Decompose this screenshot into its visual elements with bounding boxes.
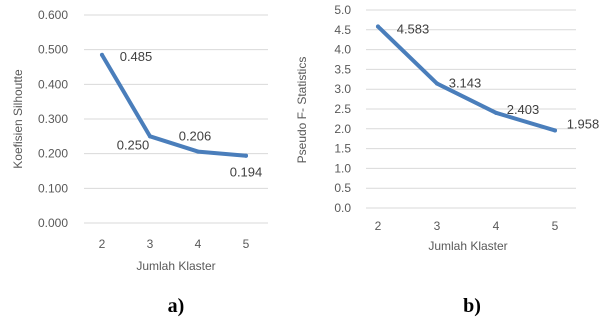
y-tick-label: 3.0 [334,82,351,96]
y-axis-title: Pseudo F- Statistics [295,57,309,164]
data-label: 0.485 [120,49,153,64]
data-label: 4.583 [397,22,430,37]
x-tick-label: 5 [243,237,250,251]
y-tick-label: 0.5 [334,181,351,195]
y-tick-label: 0.000 [38,216,68,230]
y-tick-label: 0.100 [38,181,68,195]
data-point [100,52,104,57]
x-tick-label: 4 [195,237,202,251]
y-tick-label: 4.5 [334,23,351,37]
y-tick-label: 1.5 [334,142,351,156]
data-label: 1.958 [567,116,600,131]
panel-label: b) [463,295,481,317]
x-axis-title: Jumlah Klaster [136,259,215,273]
x-tick-label: 2 [99,237,106,251]
y-tick-label: 5.0 [334,3,351,17]
x-tick-label: 3 [434,219,441,233]
panel-label: a) [168,295,185,317]
x-tick-label: 2 [375,219,382,233]
y-tick-label: 0.0 [334,201,351,215]
series-line [376,24,557,133]
data-label: 0.250 [117,137,150,152]
y-tick-label: 0.200 [38,147,68,161]
x-tick-label: 3 [147,237,154,251]
data-label: 0.194 [230,165,263,180]
y-tick-label: 2.5 [334,102,351,116]
data-label: 0.206 [179,129,212,144]
y-tick-label: 1.0 [334,161,351,175]
y-tick-label: 0.500 [38,43,68,57]
y-tick-label: 2.0 [334,122,351,136]
data-label: 2.403 [507,102,540,117]
data-point [435,81,439,86]
data-point [494,110,498,115]
y-axis-title: Koefisien Silhoutte [11,69,25,169]
y-tick-label: 0.300 [38,112,68,126]
y-tick-label: 0.400 [38,77,68,91]
x-tick-label: 5 [552,219,559,233]
data-point [553,128,557,133]
data-point [244,153,248,158]
data-label: 3.143 [449,76,482,91]
data-point [196,149,200,154]
data-point [376,24,380,29]
x-axis-title: Jumlah Klaster [428,239,507,253]
y-tick-label: 0.600 [38,8,68,22]
x-tick-label: 4 [493,219,500,233]
series-line [100,52,248,158]
y-tick-label: 4.0 [334,43,351,57]
y-tick-label: 3.5 [334,62,351,76]
data-point [148,134,152,139]
